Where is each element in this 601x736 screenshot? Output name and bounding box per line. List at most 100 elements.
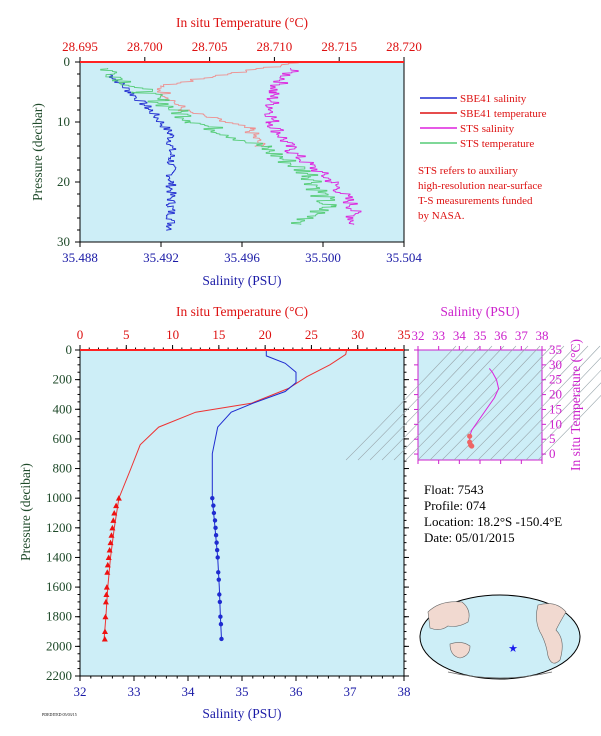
bottom-temperature-marker: [106, 547, 113, 553]
top-salinity-tick-label: 35.496: [224, 250, 260, 265]
top-salinity-tick-label: 35.488: [62, 250, 98, 265]
bottom-temperature-tick-label: 35: [398, 327, 411, 342]
bottom-salinity-tick-label: 36: [290, 684, 304, 699]
bottom-salinity-tick-label: 33: [128, 684, 141, 699]
bottom-salinity-marker: [218, 621, 224, 627]
float-info: Float: 7543 Profile: 074 Location: 18.2°…: [424, 482, 562, 545]
top-salinity-tick-label: 35.500: [305, 250, 341, 265]
bottom-salinity-marker: [210, 495, 215, 501]
bottom-salinity-tick-label: 38: [398, 684, 411, 699]
top-salinity-axis-title: Salinity (PSU): [202, 273, 281, 288]
ts-isopycnal: [417, 345, 529, 461]
ts-isopycnal: [453, 345, 565, 461]
bottom-pressure-tick-label: 1800: [46, 609, 72, 624]
bottom-pressure-tick-label: 2000: [46, 638, 72, 653]
bottom-salinity-marker: [214, 540, 219, 545]
bottom-temperature-marker: [101, 628, 108, 635]
ts-salinity-tick-label: 38: [536, 328, 549, 343]
top-pressure-tick-label: 10: [57, 114, 70, 129]
bottom-temperature-marker: [107, 539, 114, 546]
ts-temperature-tick-label: 25: [549, 372, 562, 387]
bottom-pressure-tick-label: 400: [53, 401, 73, 416]
bottom-salinity-marker: [213, 525, 218, 531]
bottom-salinity-marker: [216, 577, 221, 582]
legend-label-sbe41-salinity: SBE41 salinity: [460, 93, 527, 105]
bottom-series-temperature: [103, 349, 348, 640]
bottom-salinity-tick-label: 35: [236, 684, 249, 699]
profile-number: Profile: 074: [424, 498, 486, 513]
ts-temperature-tick-label: 15: [549, 401, 562, 416]
top-temperature-tick-label: 28.700: [127, 39, 163, 54]
top-pressure-tick-label: 20: [57, 174, 70, 189]
ts-temperature-tick-label: 0: [549, 446, 556, 461]
top-temperature-tick-label: 28.705: [192, 39, 228, 54]
legend-label-sts-salinity: STS salinity: [460, 123, 515, 135]
bottom-salinity-marker: [211, 503, 216, 508]
ts-isopycnal: [501, 357, 601, 461]
ts-temperature-tick-label: 5: [549, 431, 556, 446]
top-plot-area: [79, 61, 405, 243]
bottom-salinity-marker: [217, 592, 222, 597]
top-temperature-tick-label: 28.715: [321, 39, 357, 54]
bottom-temperature-marker: [110, 517, 117, 523]
top-temperature-tick-label: 28.710: [257, 39, 293, 54]
map-land-americas: [536, 603, 567, 664]
float-location-star-icon: ★: [508, 643, 518, 655]
ts-isopycnal: [441, 345, 553, 461]
ts-isopycnal: [405, 345, 517, 461]
float-id: Float: 7543: [424, 482, 484, 497]
top-series-sbe41-salinity: [108, 74, 177, 231]
bottom-temperature-marker: [109, 524, 116, 531]
bottom-salinity-marker: [211, 510, 217, 516]
footer-stamp: PDEDITED 05/03/15: [42, 712, 77, 717]
ts-isopycnal: [477, 345, 589, 461]
bottom-temperature-marker: [115, 495, 122, 501]
bottom-temperature-marker: [104, 569, 111, 575]
top-series: [100, 62, 362, 231]
sts-note: STS refers to auxiliary high-resolution …: [418, 165, 542, 222]
top-pressure-axis-title: Pressure (decibar): [30, 103, 45, 201]
bottom-temperature-tick-label: 0: [77, 327, 84, 342]
bottom-pressure-tick-label: 1600: [46, 579, 72, 594]
bottom-salinity-marker: [216, 570, 221, 575]
ts-plot-area: [417, 349, 543, 461]
top-pressure-tick-label: 30: [57, 234, 70, 249]
ts-isopycnal: [489, 345, 601, 461]
bottom-temperature-tick-label: 10: [166, 327, 179, 342]
top-salinity-tick-label: 35.504: [386, 250, 422, 265]
bottom-pressure-tick-label: 0: [66, 342, 73, 357]
note-line-1: STS refers to auxiliary: [418, 165, 518, 177]
legend-label-sbe41-temperature: SBE41 temperature: [460, 108, 547, 120]
bottom-temperature-tick-label: 25: [305, 327, 318, 342]
bottom-salinity-tick-label: 34: [182, 684, 196, 699]
ts-isopycnal: [525, 382, 601, 461]
ts-salinity-tick-label: 32: [412, 328, 425, 343]
map-land-asia: [427, 601, 470, 630]
ts-temperature-axis-title: In situ Temperature (°C): [568, 339, 583, 471]
ts-salinity-tick-label: 34: [453, 328, 467, 343]
ts-isopycnal: [357, 345, 469, 461]
ts-isopycnals: [345, 345, 601, 461]
bottom-ticks: 32 33 34 35 36 37 38 0 5 10 15 20 25 30 35 0 200 400 600 80…: [46, 327, 411, 699]
note-line-2: high-resolution near-surface: [418, 180, 542, 192]
top-temperature-tick-label: 28.720: [386, 39, 422, 54]
bottom-temperature-marker: [108, 532, 115, 538]
bottom-temperature-marker: [105, 554, 112, 560]
date: Date: 05/01/2015: [424, 530, 515, 545]
note-line-3: T-S measurements funded: [418, 195, 533, 207]
ts-isopycnal: [513, 369, 601, 461]
ts-isopycnal: [429, 345, 541, 461]
ts-isopycnal: [369, 345, 481, 461]
ts-isopycnal: [465, 345, 577, 461]
top-salinity-tick-label: 35.492: [143, 250, 179, 265]
bottom-temperature-marker: [102, 613, 109, 620]
top-temperature-tick-label: 28.695: [62, 39, 98, 54]
bottom-temperature-tick-label: 30: [351, 327, 364, 342]
ts-temperature-tick-label: 35: [549, 342, 562, 357]
bottom-temperature-tick-label: 20: [259, 327, 272, 342]
bottom-salinity-marker: [214, 547, 220, 553]
bottom-pressure-tick-label: 1400: [46, 549, 72, 564]
